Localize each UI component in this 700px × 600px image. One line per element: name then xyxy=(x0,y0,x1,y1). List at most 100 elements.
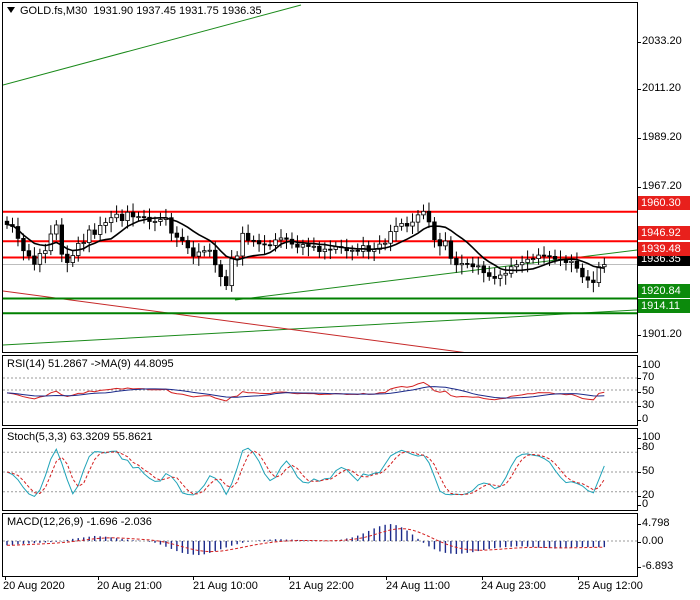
macd-title: MACD(12,26,9) -1.696 -2.036 xyxy=(7,516,152,528)
rsi-axis-label: 70 xyxy=(636,371,655,383)
candle-body xyxy=(552,256,558,260)
symbol-timeframe: GOLD.fs,M30 xyxy=(20,5,88,17)
stoch-axis-label: 0 xyxy=(636,498,649,510)
trendline-green-lower xyxy=(3,309,637,346)
macd-pane[interactable]: MACD(12,26,9) -1.696 -2.036 xyxy=(2,513,638,577)
time-label: 25 Aug 12:00 xyxy=(578,580,643,592)
stoch-d-line xyxy=(6,449,605,496)
candle-body xyxy=(393,225,399,232)
candle-body xyxy=(492,276,497,279)
candle-body xyxy=(223,276,229,287)
stoch-axis-label: 20 xyxy=(636,489,655,501)
candle-body xyxy=(596,266,602,283)
candle-body xyxy=(32,255,37,265)
rsi-axis-label: 30 xyxy=(636,399,655,411)
candle-body xyxy=(322,248,328,252)
candle-body xyxy=(459,263,465,266)
candle-body xyxy=(59,224,64,255)
candle-body xyxy=(426,210,432,223)
candle-body xyxy=(262,243,267,246)
candle-body xyxy=(519,262,525,266)
candle-body xyxy=(119,213,125,221)
candle-body xyxy=(196,251,201,257)
candle-body xyxy=(497,274,503,279)
chart-title: GOLD.fs,M30 1931.90 1937.45 1931.75 1936… xyxy=(7,5,262,17)
candle-body xyxy=(284,237,289,240)
candle-body xyxy=(191,247,196,257)
trendline-red xyxy=(3,290,465,352)
rsi-pane[interactable]: RSI(14) 51.2867 ->MA(9) 44.8095 xyxy=(2,355,638,426)
candle-body xyxy=(432,221,437,241)
candle-body xyxy=(180,236,185,241)
price-chart-pane[interactable]: GOLD.fs,M30 1931.90 1937.45 1931.75 1936… xyxy=(2,2,638,353)
candle-body xyxy=(108,217,114,223)
candle-body xyxy=(185,240,191,249)
candle-body xyxy=(350,249,355,252)
stoch-plot xyxy=(3,447,637,498)
candle-body xyxy=(92,229,97,235)
stochastic-pane[interactable]: Stoch(5,3,3) 63.3209 55.8621 xyxy=(2,428,638,511)
price-plot xyxy=(3,4,637,352)
candle-body xyxy=(328,248,333,251)
candle-body xyxy=(251,239,256,242)
stoch-k-line xyxy=(6,447,605,498)
price-tag-support-2: 1914.11 xyxy=(638,299,690,313)
candle-body xyxy=(470,263,475,268)
candle-body xyxy=(530,258,536,261)
candle-body xyxy=(580,267,585,278)
candle-body xyxy=(26,250,32,257)
rsi-title: RSI(14) 51.2867 ->MA(9) 44.8095 xyxy=(7,358,174,370)
price-axis[interactable]: 2033.20 2011.20 1989.20 1967.20 1901.20 … xyxy=(636,0,700,600)
price-tag-support-1: 1920.84 xyxy=(638,284,690,298)
candle-body xyxy=(525,258,530,263)
rsi-plot xyxy=(3,377,637,403)
ohlc-values: 1931.90 1937.45 1931.75 1936.35 xyxy=(93,5,262,17)
price-label: 2033.20 xyxy=(637,35,682,47)
candle-body xyxy=(125,211,130,221)
stoch-axis-label: 80 xyxy=(636,441,655,453)
candle-body xyxy=(437,239,443,247)
price-label: 1989.20 xyxy=(637,131,682,143)
time-label: 20 Aug 21:00 xyxy=(97,580,162,592)
candle-body xyxy=(103,222,108,226)
candle-body xyxy=(295,243,300,248)
stoch-title: Stoch(5,3,3) 63.3209 55.8621 xyxy=(7,431,153,443)
candle-body xyxy=(174,232,180,238)
candle-body xyxy=(602,264,607,268)
rsi-ma-line xyxy=(6,386,605,399)
price-label: 1901.20 xyxy=(637,328,682,340)
candle-body xyxy=(569,260,574,263)
candle-body xyxy=(399,223,404,227)
time-label: 24 Aug 11:00 xyxy=(386,580,451,592)
candle-body xyxy=(415,214,421,223)
moving-average-line xyxy=(6,217,605,272)
chart-menu-arrow-icon[interactable] xyxy=(7,7,15,13)
rsi-axis-label: 100 xyxy=(636,359,661,371)
candle-body xyxy=(245,232,251,241)
macd-axis-label: 4.798 xyxy=(637,517,670,529)
candle-body xyxy=(229,258,234,287)
candle-body xyxy=(48,233,54,252)
price-tag-resistance-1: 1960.30 xyxy=(638,196,690,210)
candle-body xyxy=(514,264,519,268)
candle-body xyxy=(404,223,410,227)
candle-body xyxy=(202,250,207,253)
candle-body xyxy=(547,255,552,258)
candle-body xyxy=(465,263,470,265)
candle-body xyxy=(136,216,141,219)
time-label: 21 Aug 22:00 xyxy=(289,580,354,592)
price-label: 1967.20 xyxy=(637,180,682,192)
candle-body xyxy=(218,264,223,278)
candle-body xyxy=(278,237,284,241)
candle-body xyxy=(591,279,596,283)
candle-body xyxy=(476,265,481,268)
candle-body xyxy=(97,225,103,235)
candle-body xyxy=(541,254,547,257)
candle-body xyxy=(240,232,245,257)
stoch-axis-label: 100 xyxy=(636,431,661,443)
candle-body xyxy=(21,237,26,252)
candle-body xyxy=(421,210,426,216)
candle-body xyxy=(273,239,278,246)
candle-body xyxy=(158,219,163,222)
candle-body xyxy=(503,272,508,276)
